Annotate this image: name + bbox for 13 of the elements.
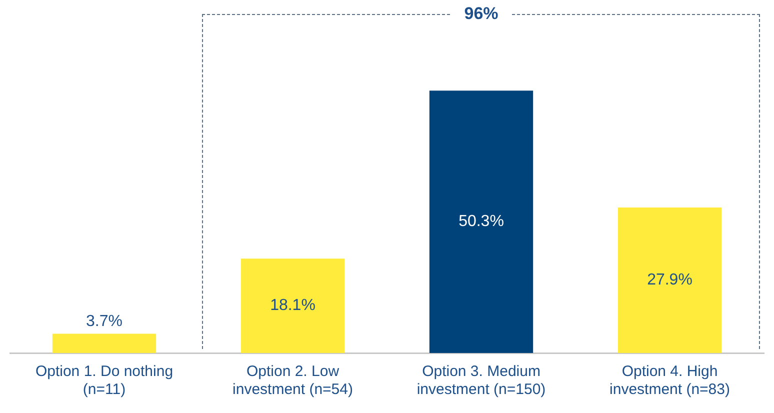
bar	[52, 334, 156, 353]
text: 96%	[450, 4, 512, 24]
x-tick-label: Option 1. Do nothing (n=11)	[35, 363, 174, 398]
bar	[240, 258, 345, 353]
data-label: 50.3%	[458, 213, 504, 230]
data-label: 27.9%	[647, 272, 692, 289]
bar	[429, 90, 534, 353]
x-tick-label: Option 2. Low investment (n=54)	[232, 363, 353, 398]
x-tick-label: Option 3. Medium investment (n=150)	[416, 363, 546, 398]
bar	[618, 207, 722, 353]
data-label: 18.1%	[270, 297, 316, 314]
data-label: 3.7%	[86, 313, 122, 330]
x-tick-label: Option 4. High investment (n=83)	[610, 363, 730, 398]
